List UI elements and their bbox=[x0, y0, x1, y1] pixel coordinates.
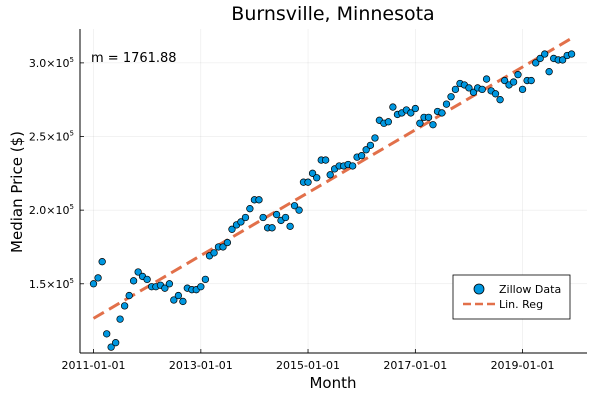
scatter-point bbox=[129, 277, 138, 285]
scatter-point bbox=[465, 84, 473, 92]
scatter-point bbox=[371, 134, 379, 142]
scatter-point bbox=[161, 284, 169, 292]
scatter-point bbox=[532, 59, 540, 67]
scatter-point bbox=[170, 296, 178, 304]
regression-line-path bbox=[92, 36, 573, 320]
scatter-point bbox=[536, 54, 544, 63]
scatter-point bbox=[496, 96, 504, 104]
scatter-point bbox=[120, 302, 129, 310]
x-tick-label: 2011-01-01 bbox=[62, 359, 126, 372]
legend-box bbox=[452, 274, 571, 320]
scatter-point bbox=[429, 121, 437, 129]
scatter-point bbox=[469, 88, 478, 96]
scatter-point bbox=[143, 275, 151, 284]
scatter-point bbox=[272, 210, 281, 219]
scatter-point bbox=[451, 85, 460, 94]
scatter-point bbox=[89, 280, 98, 288]
scatter-point bbox=[304, 178, 312, 186]
scatter-point bbox=[134, 268, 142, 276]
scatter-point bbox=[509, 78, 518, 86]
scatter-point bbox=[174, 291, 183, 300]
scatter-point bbox=[241, 213, 250, 222]
scatter-point bbox=[237, 218, 245, 226]
scatter-point bbox=[286, 222, 294, 230]
scatter-point bbox=[98, 258, 106, 266]
regression-line bbox=[92, 36, 573, 320]
legend-label-lin-reg: Lin. Reg bbox=[499, 298, 543, 311]
scatter-point bbox=[407, 109, 415, 117]
scatter-point bbox=[125, 291, 133, 300]
scatter-point bbox=[384, 118, 392, 126]
scatter-point bbox=[482, 75, 491, 83]
scatter-point bbox=[491, 90, 500, 98]
scatter-point bbox=[416, 119, 424, 127]
scatter-point bbox=[94, 274, 102, 282]
x-tick-label: 2017-01-01 bbox=[383, 359, 447, 372]
scatter-point bbox=[165, 280, 174, 288]
scatter-point bbox=[518, 85, 527, 94]
scatter-point bbox=[112, 339, 120, 347]
scatter-point bbox=[411, 104, 420, 113]
scatter-point bbox=[438, 109, 446, 117]
scatter-point bbox=[210, 249, 218, 257]
x-tick-label: 2015-01-01 bbox=[276, 359, 340, 372]
x-axis-title: Month bbox=[309, 374, 356, 392]
scatter-point bbox=[321, 156, 330, 164]
scatter-point bbox=[349, 162, 357, 170]
scatter-point bbox=[246, 205, 254, 213]
scatter-point bbox=[201, 275, 210, 284]
scatter-point bbox=[103, 330, 111, 338]
scatter-point bbox=[223, 238, 232, 247]
y-tick-label: 1.5×105 bbox=[29, 277, 74, 291]
scatter-point bbox=[197, 283, 205, 291]
legend: Zillow Data Lin. Reg bbox=[452, 274, 571, 320]
scatter-point bbox=[259, 213, 267, 222]
scatter-point bbox=[442, 100, 451, 108]
scatter-points bbox=[89, 50, 576, 351]
scatter-point bbox=[362, 146, 370, 154]
scatter-point bbox=[107, 343, 115, 351]
x-tick-label: 2013-01-01 bbox=[169, 359, 233, 372]
slope-annotation: m = 1761.88 bbox=[91, 51, 177, 66]
scatter-point bbox=[326, 171, 334, 179]
scatter-point bbox=[268, 224, 276, 232]
legend-label-zillow-data: Zillow Data bbox=[499, 283, 561, 296]
scatter-point bbox=[447, 93, 455, 101]
scatter-point bbox=[219, 243, 227, 251]
scatter-point bbox=[255, 196, 263, 204]
scatter-point bbox=[290, 202, 299, 210]
scatter-point bbox=[541, 50, 549, 58]
scatter-point bbox=[308, 169, 317, 177]
scatter-point bbox=[545, 68, 553, 76]
x-tick-labels: 2011-01-01 2013-01-01 2015-01-01 2017-01-01… bbox=[62, 359, 555, 372]
grid-lines bbox=[80, 29, 587, 353]
scatter-point bbox=[424, 113, 433, 122]
scatter-point bbox=[478, 85, 486, 94]
legend-marker-zillow-data bbox=[473, 283, 485, 295]
scatter-point bbox=[295, 206, 303, 214]
axes bbox=[79, 29, 587, 354]
y-tick-label: 2.5×105 bbox=[29, 130, 74, 144]
x-tick-label: 2019-01-01 bbox=[491, 359, 555, 372]
scatter-point bbox=[179, 297, 187, 306]
y-tick-label: 2.0×105 bbox=[29, 203, 74, 217]
scatter-point bbox=[389, 103, 397, 111]
y-tick-labels: 1.5×105 2.0×105 2.5×105 3.0×105 bbox=[29, 56, 74, 291]
scatter-point bbox=[558, 56, 567, 64]
scatter-point bbox=[527, 76, 535, 85]
scatter-point bbox=[281, 213, 290, 222]
scatter-point bbox=[357, 152, 366, 160]
scatter-point bbox=[313, 174, 321, 182]
scatter-point bbox=[228, 225, 236, 233]
y-tick-label: 3.0×105 bbox=[29, 56, 74, 70]
chart-title: Burnsville, Minnesota bbox=[231, 3, 434, 25]
scatter-point bbox=[116, 315, 124, 323]
scatter-point bbox=[567, 50, 576, 58]
scatter-point bbox=[366, 141, 375, 149]
scatter-point bbox=[500, 76, 509, 85]
y-axis-title: Median Price ($) bbox=[8, 131, 26, 253]
scatter-point bbox=[514, 71, 522, 79]
